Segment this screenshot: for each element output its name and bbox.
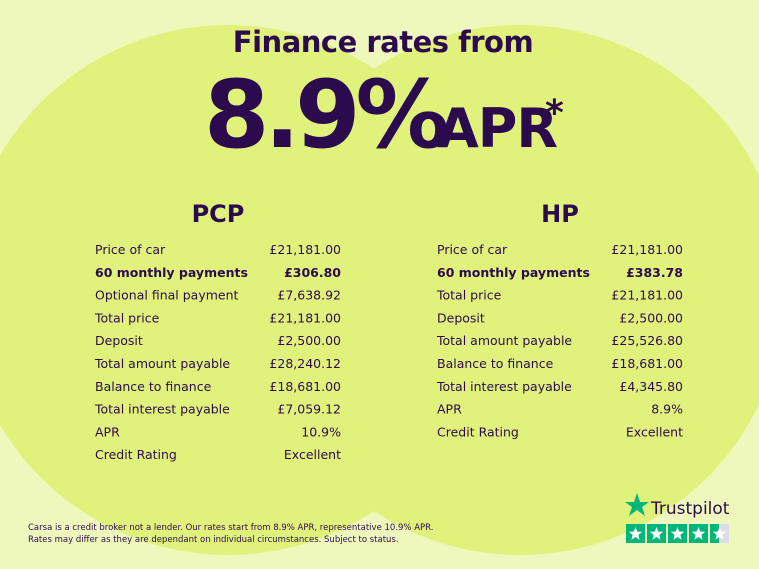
row-label: Total interest payable bbox=[94, 402, 230, 417]
row-value: £21,181.00 bbox=[269, 310, 341, 325]
row-value: £25,526.80 bbox=[611, 333, 683, 348]
trustpilot: Trustpilot bbox=[625, 493, 730, 543]
row-value: £7,638.92 bbox=[277, 288, 341, 303]
star-box-partial bbox=[710, 524, 719, 543]
row-label: Total amount payable bbox=[94, 356, 230, 371]
row-label: Total interest payable bbox=[436, 379, 572, 394]
row-value: £28,240.12 bbox=[269, 356, 341, 371]
row-value: £383.78 bbox=[626, 265, 683, 280]
row-value: Excellent bbox=[284, 447, 341, 462]
star bbox=[691, 527, 706, 540]
row-label: APR bbox=[437, 402, 462, 417]
row-label: Total price bbox=[436, 288, 502, 303]
circle-right bbox=[255, 25, 759, 555]
row-value: £18,681.00 bbox=[611, 356, 683, 371]
row-value: £2,500.00 bbox=[619, 310, 683, 325]
row-label: Price of car bbox=[437, 242, 508, 257]
asterisk: * bbox=[545, 93, 564, 134]
row-label: Balance to finance bbox=[437, 356, 554, 371]
row-value: £2,500.00 bbox=[277, 333, 341, 348]
row-value: 10.9% bbox=[301, 424, 341, 439]
row-value: £18,681.00 bbox=[269, 379, 341, 394]
row-value: £21,181.00 bbox=[611, 288, 683, 303]
title: Finance rates from bbox=[233, 25, 533, 59]
tables: PCP Price of car £21,181.00 60 monthly paym… bbox=[94, 200, 683, 462]
row-value: £7,059.12 bbox=[277, 402, 341, 417]
row-label: Total amount payable bbox=[436, 333, 572, 348]
row-label: Balance to finance bbox=[95, 379, 212, 394]
star bbox=[649, 527, 664, 540]
table-title: HP bbox=[541, 200, 579, 228]
trustpilot-label: Trustpilot bbox=[650, 499, 730, 519]
row-value: £306.80 bbox=[284, 265, 341, 280]
row-value: £4,345.80 bbox=[619, 379, 683, 394]
star bbox=[628, 527, 643, 540]
trustpilot-star bbox=[625, 493, 649, 516]
row-label: APR bbox=[95, 424, 120, 439]
disclaimer: Carsa is a credit broker not a lender. O… bbox=[28, 523, 433, 533]
row-value: £21,181.00 bbox=[611, 242, 683, 257]
row-label: Optional final payment bbox=[95, 288, 239, 303]
row-label: 60 monthly payments bbox=[437, 265, 590, 280]
star bbox=[712, 527, 727, 540]
star bbox=[670, 527, 685, 540]
rate: 8.9% bbox=[204, 61, 448, 170]
row-value: 8.9% bbox=[651, 402, 683, 417]
row-label: Credit Rating bbox=[95, 447, 177, 462]
row-label: Price of car bbox=[95, 242, 166, 257]
row-label: Total price bbox=[94, 310, 160, 325]
row-label: Credit Rating bbox=[437, 424, 519, 439]
rate-suffix: APR bbox=[437, 97, 557, 160]
table-title: PCP bbox=[192, 200, 245, 228]
row-label: Deposit bbox=[437, 310, 485, 325]
rating-stars bbox=[626, 524, 729, 543]
row-value: £21,181.00 bbox=[269, 242, 341, 257]
row-label: 60 monthly payments bbox=[95, 265, 248, 280]
row-label: Deposit bbox=[95, 333, 143, 348]
disclaimer: Rates may differ as they are dependant o… bbox=[28, 535, 399, 545]
row-value: Excellent bbox=[626, 424, 683, 439]
